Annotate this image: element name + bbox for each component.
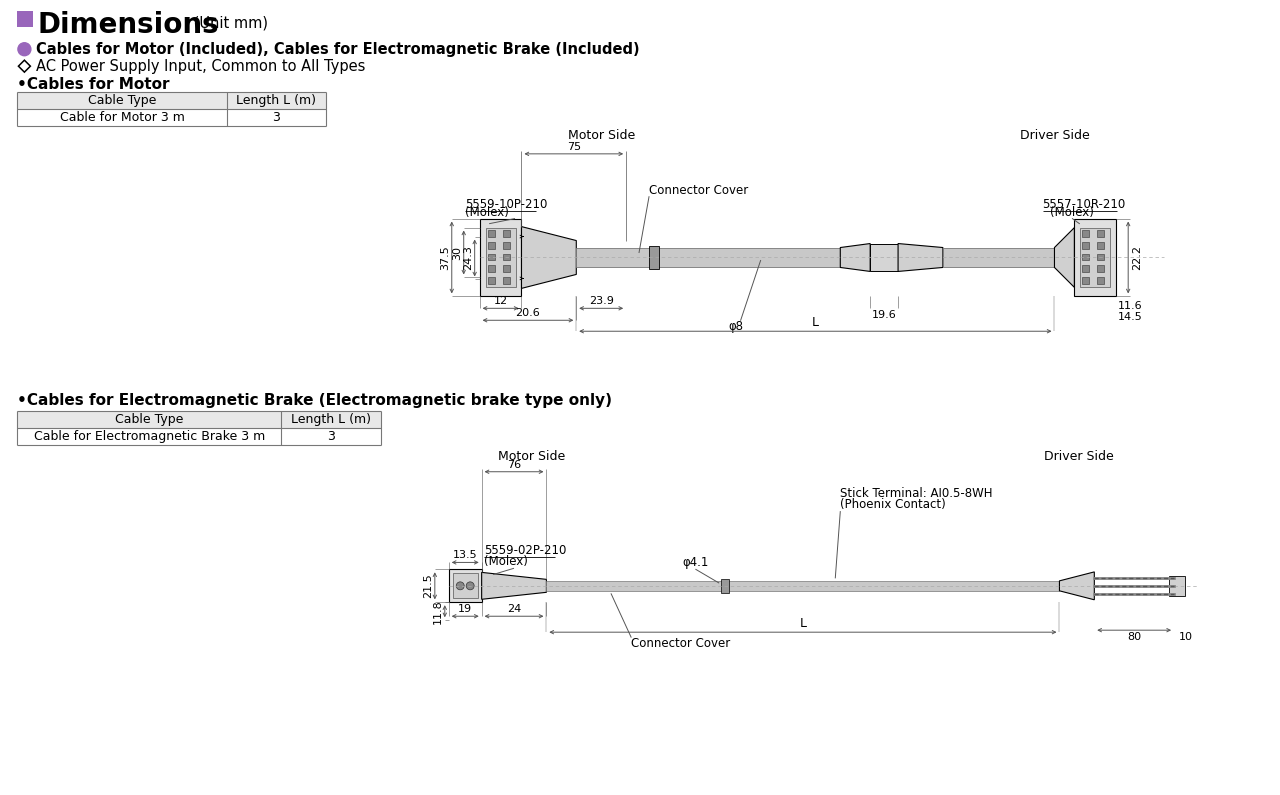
Bar xyxy=(503,277,509,285)
Text: 11.6: 11.6 xyxy=(1119,301,1143,312)
Text: Motor Side: Motor Side xyxy=(498,450,564,463)
Text: 19.6: 19.6 xyxy=(872,310,896,320)
Text: AC Power Supply Input, Common to All Types: AC Power Supply Input, Common to All Typ… xyxy=(36,59,366,74)
Polygon shape xyxy=(1055,227,1074,287)
Text: 76: 76 xyxy=(507,460,521,470)
Text: 23.9: 23.9 xyxy=(589,297,613,306)
Text: 3: 3 xyxy=(273,111,280,124)
Circle shape xyxy=(456,582,465,590)
Text: •Cables for Electromagnetic Brake (Electromagnetic brake type only): •Cables for Electromagnetic Brake (Elect… xyxy=(18,393,612,408)
Bar xyxy=(480,219,521,297)
Text: Motor Side: Motor Side xyxy=(567,129,635,142)
Bar xyxy=(1083,242,1089,249)
Bar xyxy=(503,230,509,237)
Bar xyxy=(547,581,1060,591)
Text: 21.5: 21.5 xyxy=(422,573,433,598)
Bar xyxy=(488,242,494,249)
Bar xyxy=(485,227,516,287)
Text: Length L (m): Length L (m) xyxy=(292,413,371,426)
Bar xyxy=(1074,219,1116,297)
Polygon shape xyxy=(1060,572,1094,599)
Bar xyxy=(488,230,494,237)
Text: Connector Cover: Connector Cover xyxy=(631,637,731,650)
Text: Driver Side: Driver Side xyxy=(1044,450,1115,463)
Bar xyxy=(870,243,899,271)
Text: 12: 12 xyxy=(494,297,508,306)
Text: 75: 75 xyxy=(567,142,581,152)
Bar xyxy=(1097,254,1105,261)
Text: L: L xyxy=(800,617,806,630)
Bar xyxy=(503,242,509,249)
Polygon shape xyxy=(481,572,547,599)
Text: 37.5: 37.5 xyxy=(440,245,449,270)
Text: (Unit mm): (Unit mm) xyxy=(188,15,268,30)
Bar xyxy=(1083,254,1089,261)
Text: (Molex): (Molex) xyxy=(465,206,508,219)
Text: 13.5: 13.5 xyxy=(453,550,477,560)
Text: 5557-10R-210: 5557-10R-210 xyxy=(1042,198,1126,211)
Text: 24: 24 xyxy=(507,604,521,615)
Bar xyxy=(1097,242,1105,249)
Circle shape xyxy=(18,43,31,56)
Bar xyxy=(943,247,1055,267)
Text: 10: 10 xyxy=(1179,632,1193,642)
Text: φ4.1: φ4.1 xyxy=(682,556,709,569)
Bar xyxy=(1097,230,1105,237)
Polygon shape xyxy=(521,227,576,289)
Bar xyxy=(488,277,494,285)
Text: 80: 80 xyxy=(1128,632,1142,642)
Text: Cable Type: Cable Type xyxy=(88,94,156,107)
Text: Dimensions: Dimensions xyxy=(37,11,219,40)
Text: 14.5: 14.5 xyxy=(1119,312,1143,322)
Text: Stick Terminal: AI0.5-8WH: Stick Terminal: AI0.5-8WH xyxy=(840,487,993,499)
Bar xyxy=(1097,266,1105,273)
Bar xyxy=(1169,576,1185,595)
Text: Cables for Motor (Included), Cables for Electromagnetic Brake (Included): Cables for Motor (Included), Cables for … xyxy=(36,42,640,57)
Text: φ8: φ8 xyxy=(728,320,744,333)
Text: 3: 3 xyxy=(328,430,335,443)
Text: Cable for Electromagnetic Brake 3 m: Cable for Electromagnetic Brake 3 m xyxy=(33,430,265,443)
Text: (Phoenix Contact): (Phoenix Contact) xyxy=(840,498,946,510)
Text: Driver Side: Driver Side xyxy=(1020,129,1089,142)
Bar xyxy=(503,254,509,261)
Text: Cable Type: Cable Type xyxy=(115,413,183,426)
Polygon shape xyxy=(840,243,870,271)
Text: (Molex): (Molex) xyxy=(484,556,527,568)
Bar xyxy=(721,579,728,593)
Text: L: L xyxy=(812,316,819,329)
Text: Connector Cover: Connector Cover xyxy=(649,184,749,196)
Text: 5559-10P-210: 5559-10P-210 xyxy=(465,198,547,211)
Bar xyxy=(1080,227,1110,287)
Bar xyxy=(576,247,840,267)
Bar xyxy=(18,92,326,109)
Bar xyxy=(453,573,477,599)
Text: 24.3: 24.3 xyxy=(462,246,472,270)
Text: 20.6: 20.6 xyxy=(516,308,540,318)
Text: 22.2: 22.2 xyxy=(1132,245,1142,270)
Text: 5559-02P-210: 5559-02P-210 xyxy=(484,545,566,557)
Bar xyxy=(488,266,494,273)
Text: 19: 19 xyxy=(458,604,472,615)
Text: •Cables for Motor: •Cables for Motor xyxy=(18,77,170,92)
Text: Cable for Motor 3 m: Cable for Motor 3 m xyxy=(60,111,184,124)
Bar xyxy=(18,411,381,428)
Bar xyxy=(1083,277,1089,285)
Bar xyxy=(449,569,481,603)
Circle shape xyxy=(466,582,474,590)
Bar xyxy=(18,11,33,27)
Text: 11.8: 11.8 xyxy=(433,599,443,623)
Bar xyxy=(1083,230,1089,237)
Bar xyxy=(488,254,494,261)
Bar xyxy=(1097,277,1105,285)
Text: 30: 30 xyxy=(452,246,462,259)
Bar xyxy=(649,246,659,270)
Bar xyxy=(1083,266,1089,273)
Bar xyxy=(503,266,509,273)
Polygon shape xyxy=(899,243,943,271)
Text: (Molex): (Molex) xyxy=(1051,206,1094,219)
Text: Length L (m): Length L (m) xyxy=(237,94,316,107)
